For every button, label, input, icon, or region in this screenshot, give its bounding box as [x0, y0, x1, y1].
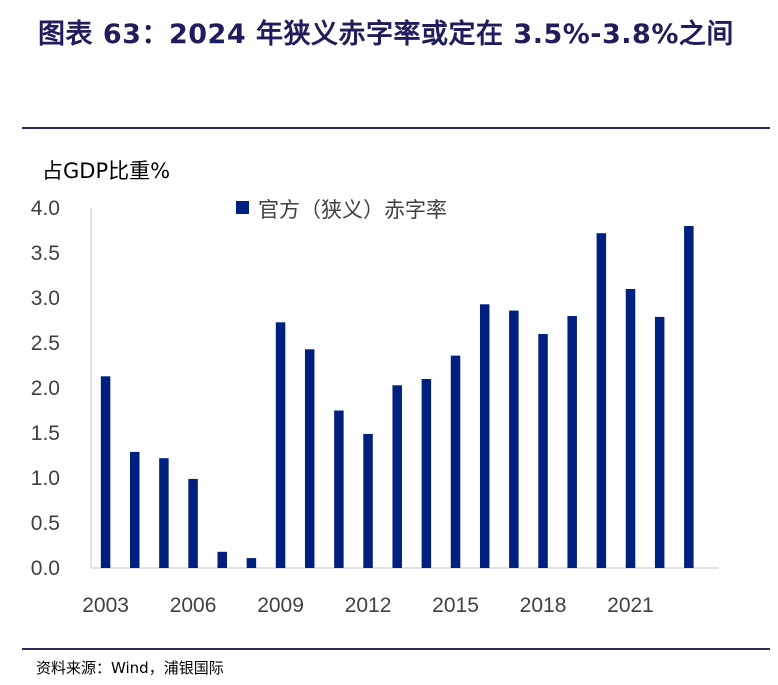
bar	[684, 226, 694, 568]
page-title: 图表 63：2024 年狭义赤字率或定在 3.5%-3.8%之间	[38, 19, 734, 50]
x-tick-label: 2015	[432, 594, 479, 617]
bar	[538, 334, 548, 568]
y-tick-label: 2.0	[31, 377, 60, 400]
bar	[509, 310, 519, 568]
bar	[304, 349, 315, 568]
x-tick-label: 2006	[170, 594, 217, 617]
bottom-divider	[22, 648, 770, 650]
bar	[188, 478, 198, 568]
y-tick-label: 3.5	[31, 242, 60, 265]
x-tick-label: 2021	[607, 594, 654, 617]
bar	[363, 433, 373, 568]
legend: 官方（狭义）赤字率	[236, 198, 447, 222]
bar	[392, 385, 402, 568]
bar	[596, 233, 607, 568]
x-axis: 2003 2006 2009 2012 2015 2018 2021	[82, 594, 654, 617]
y-tick-label: 0.5	[31, 512, 60, 535]
x-tick-label: 2009	[257, 594, 304, 617]
bar	[479, 304, 490, 568]
y-tick-label: 1.5	[31, 422, 60, 445]
bar	[275, 322, 286, 568]
y-tick-label: 4.0	[31, 197, 60, 220]
y-tick-label: 0.0	[31, 557, 60, 580]
bars	[100, 226, 694, 568]
bar	[654, 316, 665, 568]
bar	[129, 451, 140, 568]
y-axis: 0.0 0.5 1.0 1.5 2.0 2.5 3.0 3.5 4.0	[31, 197, 60, 580]
y-tick-label: 3.0	[31, 287, 60, 310]
y-axis-label: 占GDP比重%	[42, 159, 170, 183]
legend-swatch	[236, 201, 249, 214]
bar	[246, 558, 257, 568]
y-tick-label: 1.0	[31, 467, 60, 490]
x-tick-label: 2012	[345, 594, 392, 617]
bar	[421, 379, 432, 568]
bar	[217, 551, 227, 568]
bar	[567, 316, 577, 568]
top-divider	[22, 127, 770, 129]
x-tick-label: 2003	[82, 594, 129, 617]
bar	[100, 376, 111, 568]
bar	[334, 410, 344, 568]
bar	[450, 355, 461, 568]
bar	[159, 458, 169, 568]
source-note: 资料来源：Wind，浦银国际	[36, 659, 224, 677]
legend-label: 官方（狭义）赤字率	[258, 198, 447, 222]
y-tick-label: 2.5	[31, 332, 60, 355]
x-tick-label: 2018	[520, 594, 567, 617]
bar	[625, 289, 636, 568]
